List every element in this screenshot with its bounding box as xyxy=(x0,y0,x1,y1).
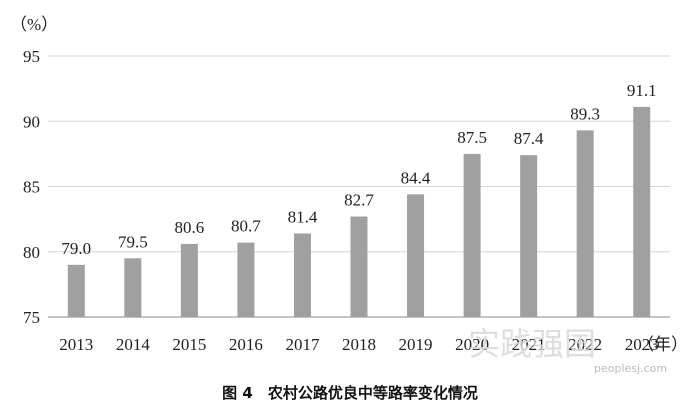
bar xyxy=(124,258,142,317)
y-axis-unit: （%） xyxy=(10,15,58,34)
x-tick-label: 2015 xyxy=(172,335,206,354)
value-label: 87.4 xyxy=(514,129,544,148)
x-axis-unit: （年） xyxy=(637,335,688,354)
y-tick-label: 85 xyxy=(23,178,40,197)
bar xyxy=(463,153,481,317)
value-label: 82.7 xyxy=(344,191,374,210)
value-label: 89.3 xyxy=(570,104,600,123)
x-tick-label: 2023 xyxy=(625,335,659,354)
value-labels: 79.0 79.5 80.6 80.7 81.4 82.7 84.4 87.5 87.4 89.3… xyxy=(61,81,656,258)
bar xyxy=(350,216,368,317)
y-tick-label: 75 xyxy=(23,308,40,327)
x-tick-label: 2016 xyxy=(229,335,263,354)
value-label: 84.4 xyxy=(401,168,431,187)
x-tick-labels: 2013 2014 2015 2016 2017 2018 2019 2020 2021 2022… xyxy=(59,335,658,354)
x-tick-label: 2022 xyxy=(568,335,602,354)
bars xyxy=(67,106,651,318)
figure-caption: 图 4 农村公路优良中等路率变化情况 xyxy=(222,384,478,402)
value-label: 79.5 xyxy=(118,232,148,251)
value-label: 80.6 xyxy=(174,218,204,237)
grid-lines xyxy=(48,55,670,318)
value-label: 80.7 xyxy=(231,217,261,236)
value-label: 87.5 xyxy=(457,128,487,147)
watermark-site: peoplesj.com xyxy=(594,362,667,375)
y-tick-label: 90 xyxy=(23,112,40,131)
y-tick-label: 80 xyxy=(23,243,40,262)
y-tick-label: 95 xyxy=(23,47,40,66)
x-tick-label: 2014 xyxy=(116,335,151,354)
bar xyxy=(407,194,425,317)
x-tick-label: 2021 xyxy=(512,335,546,354)
value-label: 91.1 xyxy=(627,81,657,100)
x-tick-label: 2018 xyxy=(342,335,376,354)
x-tick-label: 2017 xyxy=(285,335,320,354)
x-tick-label: 2020 xyxy=(455,335,489,354)
value-label: 81.4 xyxy=(288,207,318,226)
bar xyxy=(576,130,594,317)
bar xyxy=(237,242,255,317)
watermark: 实践强国 peoplesj.com xyxy=(468,325,667,375)
bar xyxy=(293,233,311,317)
x-tick-label: 2019 xyxy=(399,335,433,354)
x-tick-label: 2013 xyxy=(59,335,93,354)
watermark-logo: 实践强国 xyxy=(468,325,596,363)
bar xyxy=(180,243,198,317)
bar xyxy=(520,155,538,317)
bar xyxy=(67,264,85,317)
bar xyxy=(633,106,651,318)
y-tick-labels: 75 80 85 90 95 xyxy=(23,47,40,327)
value-label: 79.0 xyxy=(61,239,91,258)
